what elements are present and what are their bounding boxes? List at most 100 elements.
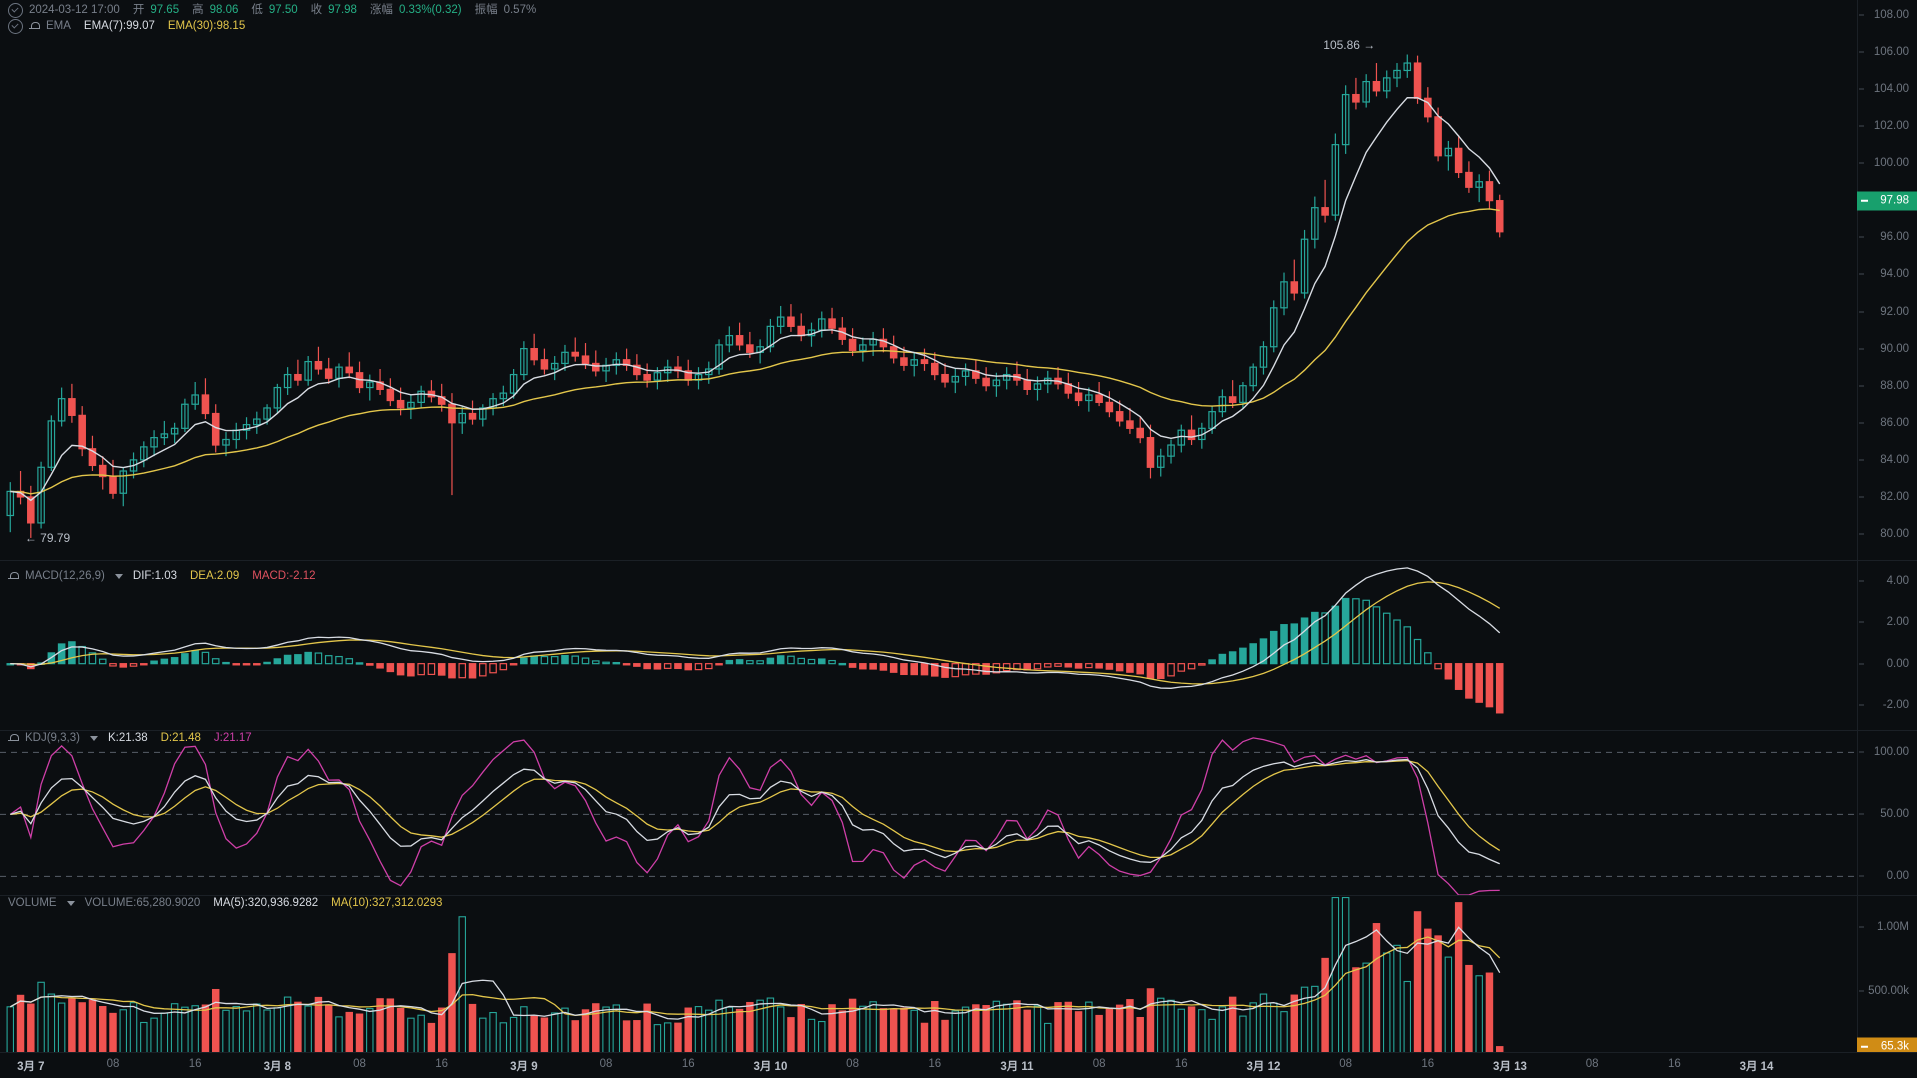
axis-tick [1859, 348, 1864, 350]
time-axis-label-minor: 16 [1421, 1058, 1435, 1070]
macd-axis-label: -2.00 [1882, 699, 1909, 712]
time-axis-label-minor: 08 [846, 1058, 859, 1070]
axis-tick [1859, 496, 1864, 498]
axis-tick [1859, 88, 1864, 90]
price-axis-label: 102.00 [1873, 120, 1909, 133]
axis-tick [1859, 990, 1864, 992]
macd-axis[interactable]: 4.00 2.00 0.00 -2.00 [1857, 560, 1917, 730]
high-label: 高 [192, 3, 204, 16]
time-axis-label-minor: 08 [599, 1058, 613, 1070]
axis-tick [1859, 926, 1864, 928]
eye-icon[interactable] [8, 18, 23, 34]
macd-indicator-name[interactable]: MACD(12,26,9) [25, 569, 105, 582]
time-axis-label-major: 3月 7 [17, 1061, 45, 1073]
last-price-value: 97.98 [1880, 194, 1909, 207]
time-axis-label-minor: 08 [353, 1058, 366, 1070]
open-value: 97.65 [150, 3, 180, 16]
price-axis-label: 108.00 [1873, 8, 1909, 21]
price-axis-label: 90.00 [1880, 342, 1909, 355]
amplitude-label: 振幅 [474, 3, 498, 16]
kdj-axis-label: 50.00 [1880, 808, 1909, 821]
price-pane[interactable]: 108.00 106.00 104.00 102.00 100.00 96.00 94.00… [0, 0, 1917, 560]
price-axis-label: 100.00 [1873, 157, 1909, 170]
time-axis-label-minor: 16 [188, 1058, 202, 1070]
time-axis-label-major: 3月 11 [1000, 1061, 1034, 1073]
volume-axis[interactable]: 1.00M 500.00k 65.3k [1857, 895, 1917, 1057]
time-axis-label-minor: 08 [1092, 1058, 1106, 1070]
macd-plot[interactable] [0, 560, 1857, 730]
chevron-down-icon[interactable] [66, 900, 75, 906]
kdj-pane[interactable]: 100.00 50.00 0.00 [0, 730, 1917, 895]
price-axis-label: 88.00 [1880, 379, 1909, 392]
time-axis-label-minor: 08 [106, 1058, 120, 1070]
ohlc-datetime: 2024-03-12 17:00 [29, 3, 120, 16]
volume-indicator-name[interactable]: VOLUME [8, 896, 57, 909]
price-axis-label: 84.00 [1880, 453, 1909, 466]
price-plot[interactable] [0, 0, 1857, 560]
last-volume-badge[interactable]: 65.3k [1857, 1037, 1917, 1057]
bell-icon[interactable] [8, 732, 19, 744]
kdj-plot[interactable] [0, 730, 1857, 895]
pane-separator [0, 560, 1917, 561]
low-label: 低 [251, 3, 263, 16]
time-axis-label-major: 3月 10 [753, 1061, 788, 1073]
eye-icon[interactable] [8, 2, 23, 18]
kdj-indicator-name[interactable]: KDJ(9,3,3) [25, 731, 80, 744]
chevron-down-icon[interactable] [89, 735, 98, 741]
time-axis-label-minor: 08 [1585, 1058, 1599, 1070]
axis-tick [1859, 621, 1864, 623]
kdj-j: J:21.17 [213, 731, 252, 744]
chevron-down-icon[interactable] [114, 573, 123, 579]
amplitude-value: 0.57% [503, 3, 537, 16]
volume-axis-label: 500.00k [1868, 985, 1909, 997]
volume-ma5: MA(5):320,936.9282 [213, 896, 319, 909]
volume-axis-label: 1.00M [1877, 921, 1909, 933]
price-axis-label: 104.00 [1873, 83, 1909, 95]
kdj-legend: KDJ(9,3,3) K:21.38 D:21.48 J:21.17 [8, 730, 252, 746]
last-price-badge[interactable]: 97.98 [1857, 191, 1917, 211]
bell-icon[interactable] [29, 20, 40, 32]
time-axis-label-major: 3月 8 [263, 1061, 292, 1073]
badge-dash [1861, 199, 1868, 202]
bell-icon[interactable] [8, 570, 19, 582]
volume-pane[interactable]: 1.00M 500.00k 65.3k [0, 895, 1917, 1057]
macd-pane[interactable]: 4.00 2.00 0.00 -2.00 [0, 560, 1917, 730]
ema7-value: EMA(7):99.07 [83, 19, 155, 32]
high-price-marker: 105.86 → [1323, 37, 1376, 52]
kdj-k: K:21.38 [107, 731, 148, 744]
axis-tick [1859, 311, 1864, 313]
time-axis-label-minor: 16 [435, 1058, 449, 1070]
time-axis-label-minor: 16 [681, 1058, 695, 1070]
low-value: 97.50 [268, 3, 298, 16]
time-axis-label-minor: 16 [928, 1058, 942, 1070]
axis-tick [1859, 51, 1864, 53]
kdj-axis[interactable]: 100.00 50.00 0.00 [1857, 730, 1917, 895]
axis-tick [1859, 125, 1864, 127]
price-axis[interactable]: 108.00 106.00 104.00 102.00 100.00 96.00 94.00… [1857, 0, 1917, 560]
time-axis[interactable]: 3月 7 08 16 3月 8 08 16 3月 9 08 16 3月 10 08 16 3月 11 08… [0, 1052, 1917, 1078]
axis-divider [1857, 895, 1858, 1055]
time-axis-label-major: 3月 13 [1493, 1061, 1527, 1073]
time-axis-label-major: 3月 14 [1739, 1061, 1774, 1073]
volume-plot[interactable] [0, 895, 1857, 1055]
axis-tick [1859, 236, 1864, 238]
axis-divider [1857, 560, 1858, 730]
kdj-axis-label: 0.00 [1886, 870, 1909, 883]
axis-tick [1859, 813, 1864, 815]
open-label: 开 [132, 3, 145, 16]
price-axis-label: 94.00 [1880, 268, 1909, 281]
time-axis-label-minor: 08 [1339, 1058, 1353, 1070]
macd-axis-label: 2.00 [1886, 616, 1909, 629]
axis-tick [1859, 422, 1864, 424]
macd-value: MACD:-2.12 [252, 569, 316, 582]
price-axis-label: 82.00 [1880, 490, 1909, 503]
price-axis-label: 92.00 [1880, 305, 1909, 318]
close-label: 收 [310, 3, 323, 16]
ema-name: EMA [46, 19, 71, 32]
change-value: 0.33%(0.32) [398, 3, 462, 16]
pane-separator [0, 730, 1917, 731]
price-axis-label: 80.00 [1880, 528, 1909, 541]
axis-tick [1859, 162, 1864, 164]
axis-tick [1859, 14, 1864, 16]
